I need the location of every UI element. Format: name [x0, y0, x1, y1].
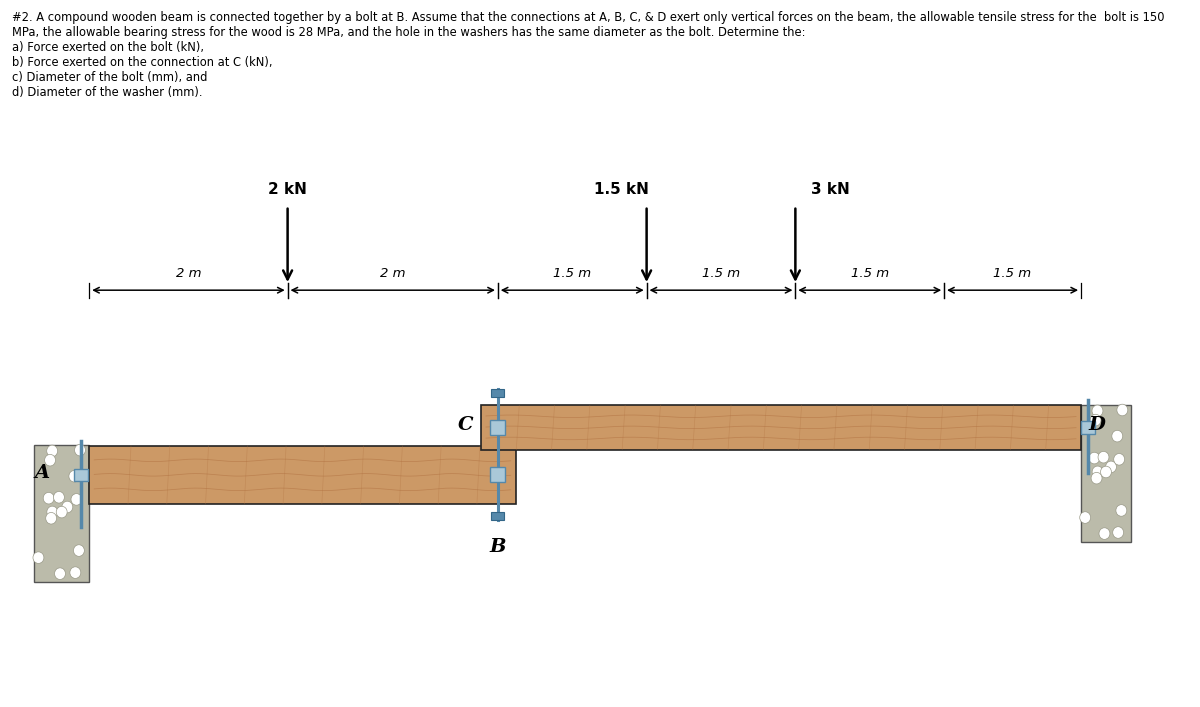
Circle shape	[73, 544, 84, 556]
Bar	[35, 445, 89, 583]
Bar	[481, 405, 1081, 450]
Text: 1.5 m: 1.5 m	[553, 267, 592, 280]
Bar	[491, 467, 505, 482]
Circle shape	[1117, 404, 1128, 416]
Circle shape	[54, 568, 66, 580]
Bar	[492, 390, 504, 397]
Bar	[491, 420, 505, 435]
Bar	[1081, 405, 1130, 542]
Bar	[74, 469, 89, 481]
Text: 1.5 m: 1.5 m	[994, 267, 1032, 280]
Circle shape	[70, 567, 80, 578]
Circle shape	[43, 492, 54, 504]
Circle shape	[68, 470, 79, 482]
Bar	[492, 513, 504, 520]
Circle shape	[71, 493, 82, 506]
Circle shape	[1099, 527, 1110, 539]
Circle shape	[1112, 527, 1123, 538]
Text: C: C	[457, 416, 473, 434]
Text: 2 kN: 2 kN	[268, 182, 307, 197]
Circle shape	[1091, 472, 1102, 484]
Circle shape	[1098, 451, 1109, 463]
Circle shape	[1092, 466, 1103, 478]
Text: 1.5 m: 1.5 m	[851, 267, 889, 280]
Circle shape	[54, 491, 65, 503]
Circle shape	[1116, 505, 1127, 516]
Text: A: A	[35, 464, 49, 481]
Text: 2 m: 2 m	[175, 267, 202, 280]
Circle shape	[1092, 405, 1103, 416]
Circle shape	[1112, 431, 1123, 442]
Text: D: D	[1088, 416, 1106, 434]
Circle shape	[47, 506, 58, 518]
Text: #2. A compound wooden beam is connected together by a bolt at B. Assume that the: #2. A compound wooden beam is connected …	[12, 11, 1164, 98]
Circle shape	[1090, 414, 1102, 426]
Circle shape	[1105, 461, 1116, 473]
Circle shape	[56, 506, 67, 518]
Circle shape	[46, 513, 56, 524]
Bar	[89, 446, 516, 504]
Circle shape	[1114, 453, 1124, 465]
Circle shape	[32, 552, 44, 563]
Circle shape	[1080, 512, 1091, 523]
Text: 3 kN: 3 kN	[811, 182, 850, 197]
Circle shape	[74, 444, 85, 456]
Circle shape	[1100, 466, 1111, 478]
Text: 2 m: 2 m	[380, 267, 406, 280]
Text: B: B	[490, 537, 506, 556]
Circle shape	[47, 445, 58, 457]
Circle shape	[44, 455, 55, 466]
Circle shape	[62, 501, 73, 513]
Text: 1.5 kN: 1.5 kN	[594, 182, 649, 197]
Circle shape	[1088, 452, 1099, 464]
Text: 1.5 m: 1.5 m	[702, 267, 740, 280]
Bar	[1081, 421, 1094, 433]
